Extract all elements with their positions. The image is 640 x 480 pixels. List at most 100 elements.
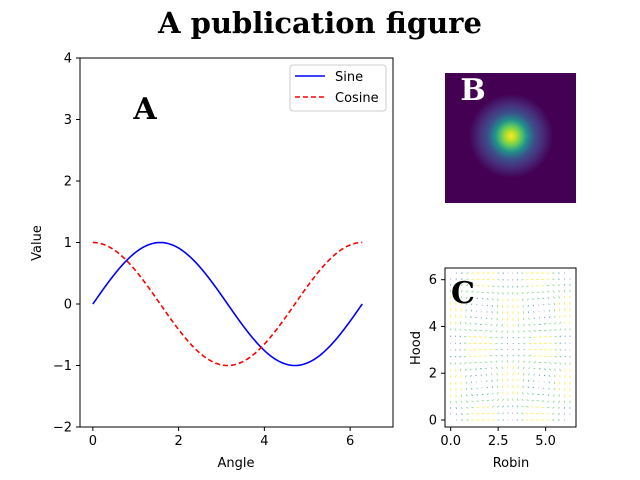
quiver-arrow bbox=[497, 298, 499, 301]
quiver-arrow bbox=[455, 400, 457, 404]
quiver-arrow bbox=[532, 393, 534, 395]
quiver-arrow bbox=[460, 290, 463, 293]
quiver-arrow bbox=[491, 392, 494, 395]
quiver-arrow bbox=[559, 368, 561, 372]
quiver-y-tick-label: 0 bbox=[429, 413, 437, 428]
quiver-arrow bbox=[476, 304, 478, 306]
quiver-arrow bbox=[543, 387, 545, 389]
quiver-arrow bbox=[558, 394, 560, 397]
quiver-arrow bbox=[516, 412, 519, 414]
quiver-arrow bbox=[516, 292, 519, 295]
quiver-arrow bbox=[543, 374, 546, 377]
quiver-arrow bbox=[559, 355, 562, 358]
legend-label-sine: Sine bbox=[335, 70, 363, 85]
quiver-arrow bbox=[547, 400, 550, 403]
quiver-arrow bbox=[454, 362, 457, 365]
quiver-arrow bbox=[552, 278, 555, 280]
quiver-arrow bbox=[459, 362, 462, 365]
quiver-arrow bbox=[469, 368, 472, 371]
quiver-arrow bbox=[559, 315, 561, 318]
quiver-arrow bbox=[466, 284, 469, 287]
quiver-arrow bbox=[563, 400, 566, 404]
quiver-arrow bbox=[454, 328, 457, 331]
quiver-arrow bbox=[527, 304, 529, 307]
quiver-arrow bbox=[501, 336, 503, 339]
quiver-arrow bbox=[485, 373, 488, 376]
panel-label-c: C bbox=[451, 276, 475, 311]
quiver-arrow bbox=[459, 368, 462, 372]
quiver-arrow bbox=[554, 322, 557, 325]
quiver-arrow bbox=[522, 323, 525, 327]
quiver-arrow bbox=[460, 284, 463, 287]
quiver-arrow bbox=[497, 291, 500, 295]
quiver-arrow bbox=[557, 406, 560, 409]
quiver-arrow bbox=[501, 330, 503, 333]
quiver-arrow bbox=[528, 354, 532, 357]
quiver-arrow bbox=[459, 355, 462, 358]
quiver-panel: 0.0 2.5 5.0 0 2 4 6 Robin Hood C bbox=[409, 267, 577, 471]
quiver-arrow bbox=[528, 317, 530, 320]
quiver-arrow bbox=[517, 324, 520, 327]
quiver-arrow bbox=[521, 398, 524, 402]
quiver-arrow bbox=[471, 387, 473, 390]
heatmap-panel: B bbox=[445, 73, 576, 203]
quiver-arrow bbox=[549, 329, 552, 331]
quiver-arrow bbox=[554, 368, 557, 371]
quiver-arrow bbox=[549, 355, 552, 358]
y-tick-label: 0 bbox=[64, 298, 72, 313]
quiver-arrow bbox=[552, 290, 555, 293]
quiver-y-tick-label: 4 bbox=[429, 320, 437, 335]
quiver-arrow bbox=[516, 279, 519, 281]
quiver-arrow bbox=[476, 394, 479, 396]
quiver-arrow bbox=[543, 316, 546, 319]
quiver-arrow bbox=[455, 407, 457, 409]
quiver-arrow bbox=[526, 298, 529, 301]
x-axis-label: Angle bbox=[218, 456, 255, 471]
quiver-arrow bbox=[486, 386, 488, 389]
quiver-arrow bbox=[501, 366, 503, 370]
quiver-arrow bbox=[465, 394, 468, 397]
quiver-arrow bbox=[557, 413, 560, 415]
quiver-arrow bbox=[559, 375, 561, 378]
quiver-arrow bbox=[533, 367, 536, 370]
quiver-arrow bbox=[464, 362, 467, 365]
x-axis: 0 2 4 6 bbox=[89, 427, 354, 449]
quiver-arrow bbox=[466, 278, 469, 280]
quiver-arrow bbox=[528, 336, 532, 339]
quiver-arrow bbox=[485, 317, 488, 320]
y-tick-label: 4 bbox=[64, 52, 72, 67]
quiver-arrow bbox=[484, 330, 488, 332]
quiver-arrow bbox=[460, 413, 463, 415]
quiver-arrow bbox=[455, 278, 457, 280]
y-tick-label: 3 bbox=[64, 113, 72, 128]
quiver-arrow bbox=[454, 335, 457, 338]
quiver-arrow bbox=[553, 394, 555, 397]
quiver-arrow bbox=[463, 335, 467, 338]
quiver-x-axis: 0.0 2.5 5.0 bbox=[440, 427, 556, 449]
quiver-arrow bbox=[559, 321, 561, 325]
quiver-plot-frame bbox=[444, 267, 577, 428]
quiver-arrow bbox=[526, 285, 529, 288]
quiver-arrow bbox=[523, 354, 526, 357]
quiver-arrow bbox=[563, 413, 566, 415]
quiver-arrow bbox=[531, 291, 534, 294]
quiver-arrow bbox=[528, 330, 531, 333]
line-plot-area bbox=[92, 241, 363, 367]
quiver-arrow bbox=[531, 399, 534, 402]
quiver-arrow bbox=[465, 315, 467, 318]
quiver-arrow bbox=[557, 284, 560, 287]
quiver-arrow bbox=[517, 391, 519, 395]
line-chart-panel: 0 2 4 6 −2 −1 0 1 2 3 4 Angle Value A Sine Cosine bbox=[30, 52, 394, 471]
x-tick-label: 4 bbox=[260, 434, 268, 449]
quiver-arrow bbox=[465, 375, 467, 378]
quiver-arrow bbox=[490, 367, 493, 370]
quiver-arrow bbox=[465, 290, 469, 293]
quiver-arrow bbox=[523, 360, 526, 363]
quiver-plot-area bbox=[450, 272, 571, 421]
quiver-arrow bbox=[486, 393, 489, 395]
quiver-arrow bbox=[460, 400, 463, 404]
x-tick-label: 0 bbox=[89, 434, 97, 449]
quiver-arrow bbox=[559, 328, 562, 331]
quiver-arrow bbox=[523, 330, 526, 333]
